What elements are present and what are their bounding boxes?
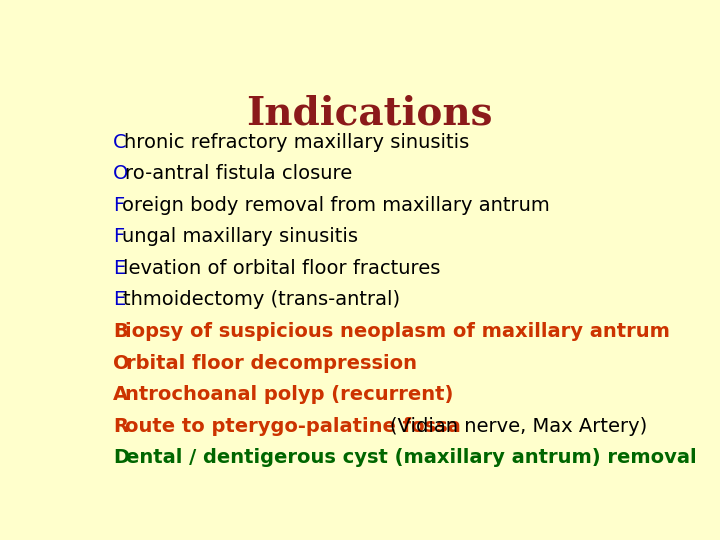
Text: D: D xyxy=(113,448,130,467)
Text: iopsy of suspicious neoplasm of maxillary antrum: iopsy of suspicious neoplasm of maxillar… xyxy=(125,322,670,341)
Text: oute to pterygo-palatine fossa: oute to pterygo-palatine fossa xyxy=(125,417,467,436)
Text: hronic refractory maxillary sinusitis: hronic refractory maxillary sinusitis xyxy=(124,132,469,152)
Text: A: A xyxy=(113,385,128,404)
Text: (Vidian nerve, Max Artery): (Vidian nerve, Max Artery) xyxy=(390,417,647,436)
Text: ntrochoanal polyp (recurrent): ntrochoanal polyp (recurrent) xyxy=(125,385,454,404)
Text: ro-antral fistula closure: ro-antral fistula closure xyxy=(125,164,352,183)
Text: levation of orbital floor fractures: levation of orbital floor fractures xyxy=(122,259,440,278)
Text: C: C xyxy=(113,132,127,152)
Text: E: E xyxy=(113,259,125,278)
Text: thmoidectomy (trans-antral): thmoidectomy (trans-antral) xyxy=(122,291,400,309)
Text: Indications: Indications xyxy=(246,94,492,132)
Text: oreign body removal from maxillary antrum: oreign body removal from maxillary antru… xyxy=(122,195,549,215)
Text: B: B xyxy=(113,322,128,341)
Text: F: F xyxy=(113,195,125,215)
Text: O: O xyxy=(113,164,129,183)
Text: rbital floor decompression: rbital floor decompression xyxy=(126,354,417,373)
Text: ungal maxillary sinusitis: ungal maxillary sinusitis xyxy=(122,227,358,246)
Text: R: R xyxy=(113,417,128,436)
Text: O: O xyxy=(113,354,130,373)
Text: ental / dentigerous cyst (maxillary antrum) removal: ental / dentigerous cyst (maxillary antr… xyxy=(126,448,696,467)
Text: F: F xyxy=(113,227,125,246)
Text: E: E xyxy=(113,291,125,309)
